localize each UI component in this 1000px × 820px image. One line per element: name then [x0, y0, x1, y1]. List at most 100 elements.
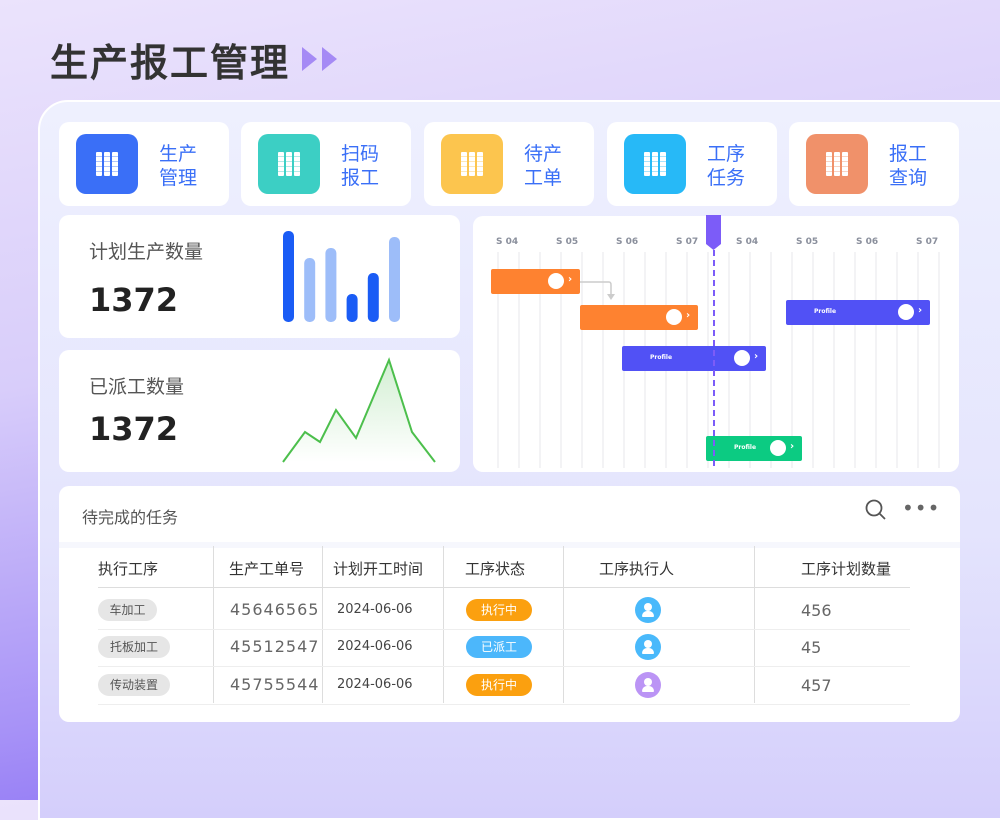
row-divider [98, 704, 910, 705]
gantt-header: S 07 [676, 237, 699, 247]
nav-card[interactable]: 生产管理 [59, 122, 229, 206]
bar [367, 273, 379, 322]
nav-label: 待产工单 [524, 143, 563, 189]
avatar-dot [548, 273, 564, 289]
nav-card[interactable]: 扫码报工 [241, 122, 411, 206]
gantt-chart [473, 216, 959, 472]
grid-line [938, 252, 940, 468]
nav-label: 报工查询 [889, 143, 928, 189]
order-number: 45512547 [230, 637, 320, 656]
avatar-dot [770, 440, 786, 456]
bar [346, 294, 358, 322]
nav-card[interactable]: 报工查询 [789, 122, 959, 206]
process-tag: 传动装置 [98, 674, 170, 696]
grid-line [791, 252, 793, 468]
gantt-header: S 06 [856, 237, 879, 247]
grid-line [581, 252, 583, 468]
avatar [635, 597, 661, 623]
dispatched-quantity-card: 已派工数量 1372 [59, 350, 460, 472]
column-divider [754, 546, 755, 703]
play-arrow-icon [302, 47, 317, 71]
book-stack-icon [624, 134, 686, 194]
gantt-header: S 05 [796, 237, 819, 247]
planned-qty: 45 [801, 638, 822, 657]
bar [389, 237, 400, 322]
column-header: 工序状态 [465, 560, 526, 578]
book-stack-icon [76, 134, 138, 194]
gantt-header: S 06 [616, 237, 639, 247]
planned-qty: 456 [801, 601, 832, 620]
bar [325, 248, 337, 322]
grid-line [539, 252, 541, 468]
grid-line [497, 252, 499, 468]
task-label: Profile [734, 444, 757, 451]
grid-line [875, 252, 877, 468]
area-fill [283, 360, 435, 462]
chevron-right-icon: › [754, 351, 759, 362]
bar [283, 231, 294, 322]
gantt-task-bar[interactable]: Profile › [786, 300, 930, 325]
planned-qty: 457 [801, 676, 832, 695]
gantt-header: S 07 [916, 237, 939, 247]
planned-quantity-card: 计划生产数量 1372 [59, 215, 460, 338]
avatar [635, 672, 661, 698]
search-icon[interactable] [864, 498, 888, 522]
book-stack-icon [441, 134, 503, 194]
time-marker-handle[interactable] [706, 215, 722, 251]
play-arrow-icon [322, 47, 337, 71]
row-divider [98, 629, 910, 630]
avatar-dot [898, 304, 914, 320]
grid-line [896, 252, 898, 468]
task-label: Profile [814, 308, 837, 315]
grid-line [770, 252, 772, 468]
book-stack-icon [258, 134, 320, 194]
gantt-task-bar[interactable]: Profile › [622, 346, 766, 371]
process-tag: 车加工 [98, 599, 157, 621]
gantt-header: S 05 [556, 237, 579, 247]
column-header: 执行工序 [98, 560, 159, 578]
task-label: Profile [650, 354, 673, 361]
bar [304, 258, 316, 322]
status-badge: 已派工 [466, 636, 532, 658]
more-options-icon[interactable]: ••• [902, 496, 941, 520]
avatar-dot [734, 350, 750, 366]
divider [59, 542, 960, 548]
stat-value: 1372 [89, 281, 179, 319]
stat-label: 已派工数量 [89, 376, 185, 398]
grid-line [560, 252, 562, 468]
row-divider [98, 666, 910, 667]
grid-line [833, 252, 835, 468]
status-badge: 执行中 [466, 674, 532, 696]
start-date: 2024-06-06 [337, 677, 413, 692]
mini-area-chart [282, 357, 436, 463]
column-header: 工序执行人 [599, 560, 675, 578]
avatar-dot [666, 309, 682, 325]
column-header: 工序计划数量 [801, 560, 892, 578]
chevron-right-icon: › [686, 310, 691, 321]
column-divider [322, 546, 323, 703]
grid-line [812, 252, 814, 468]
nav-card[interactable]: 待产工单 [424, 122, 594, 206]
chevron-right-icon: › [790, 441, 795, 452]
gantt-task-bar[interactable]: Profile › [706, 436, 802, 461]
stat-label: 计划生产数量 [89, 241, 204, 263]
dependency-arrow [580, 281, 615, 300]
gantt-task-bar[interactable]: › [580, 305, 698, 330]
avatar [635, 634, 661, 660]
nav-label: 生产管理 [159, 143, 198, 189]
order-number: 45646565 [230, 600, 320, 619]
page-title: 生产报工管理 [50, 41, 291, 85]
grid-line [917, 252, 919, 468]
order-number: 45755544 [230, 675, 320, 694]
stat-value: 1372 [89, 410, 179, 448]
header-divider [98, 587, 910, 588]
process-tag: 托板加工 [98, 636, 170, 658]
nav-card[interactable]: 工序任务 [607, 122, 777, 206]
book-stack-icon [806, 134, 868, 194]
start-date: 2024-06-06 [337, 602, 413, 617]
start-date: 2024-06-06 [337, 639, 413, 654]
nav-label: 扫码报工 [341, 143, 380, 189]
chevron-right-icon: › [918, 305, 923, 316]
gantt-task-bar[interactable]: › [491, 269, 580, 294]
grid-line [518, 252, 520, 468]
